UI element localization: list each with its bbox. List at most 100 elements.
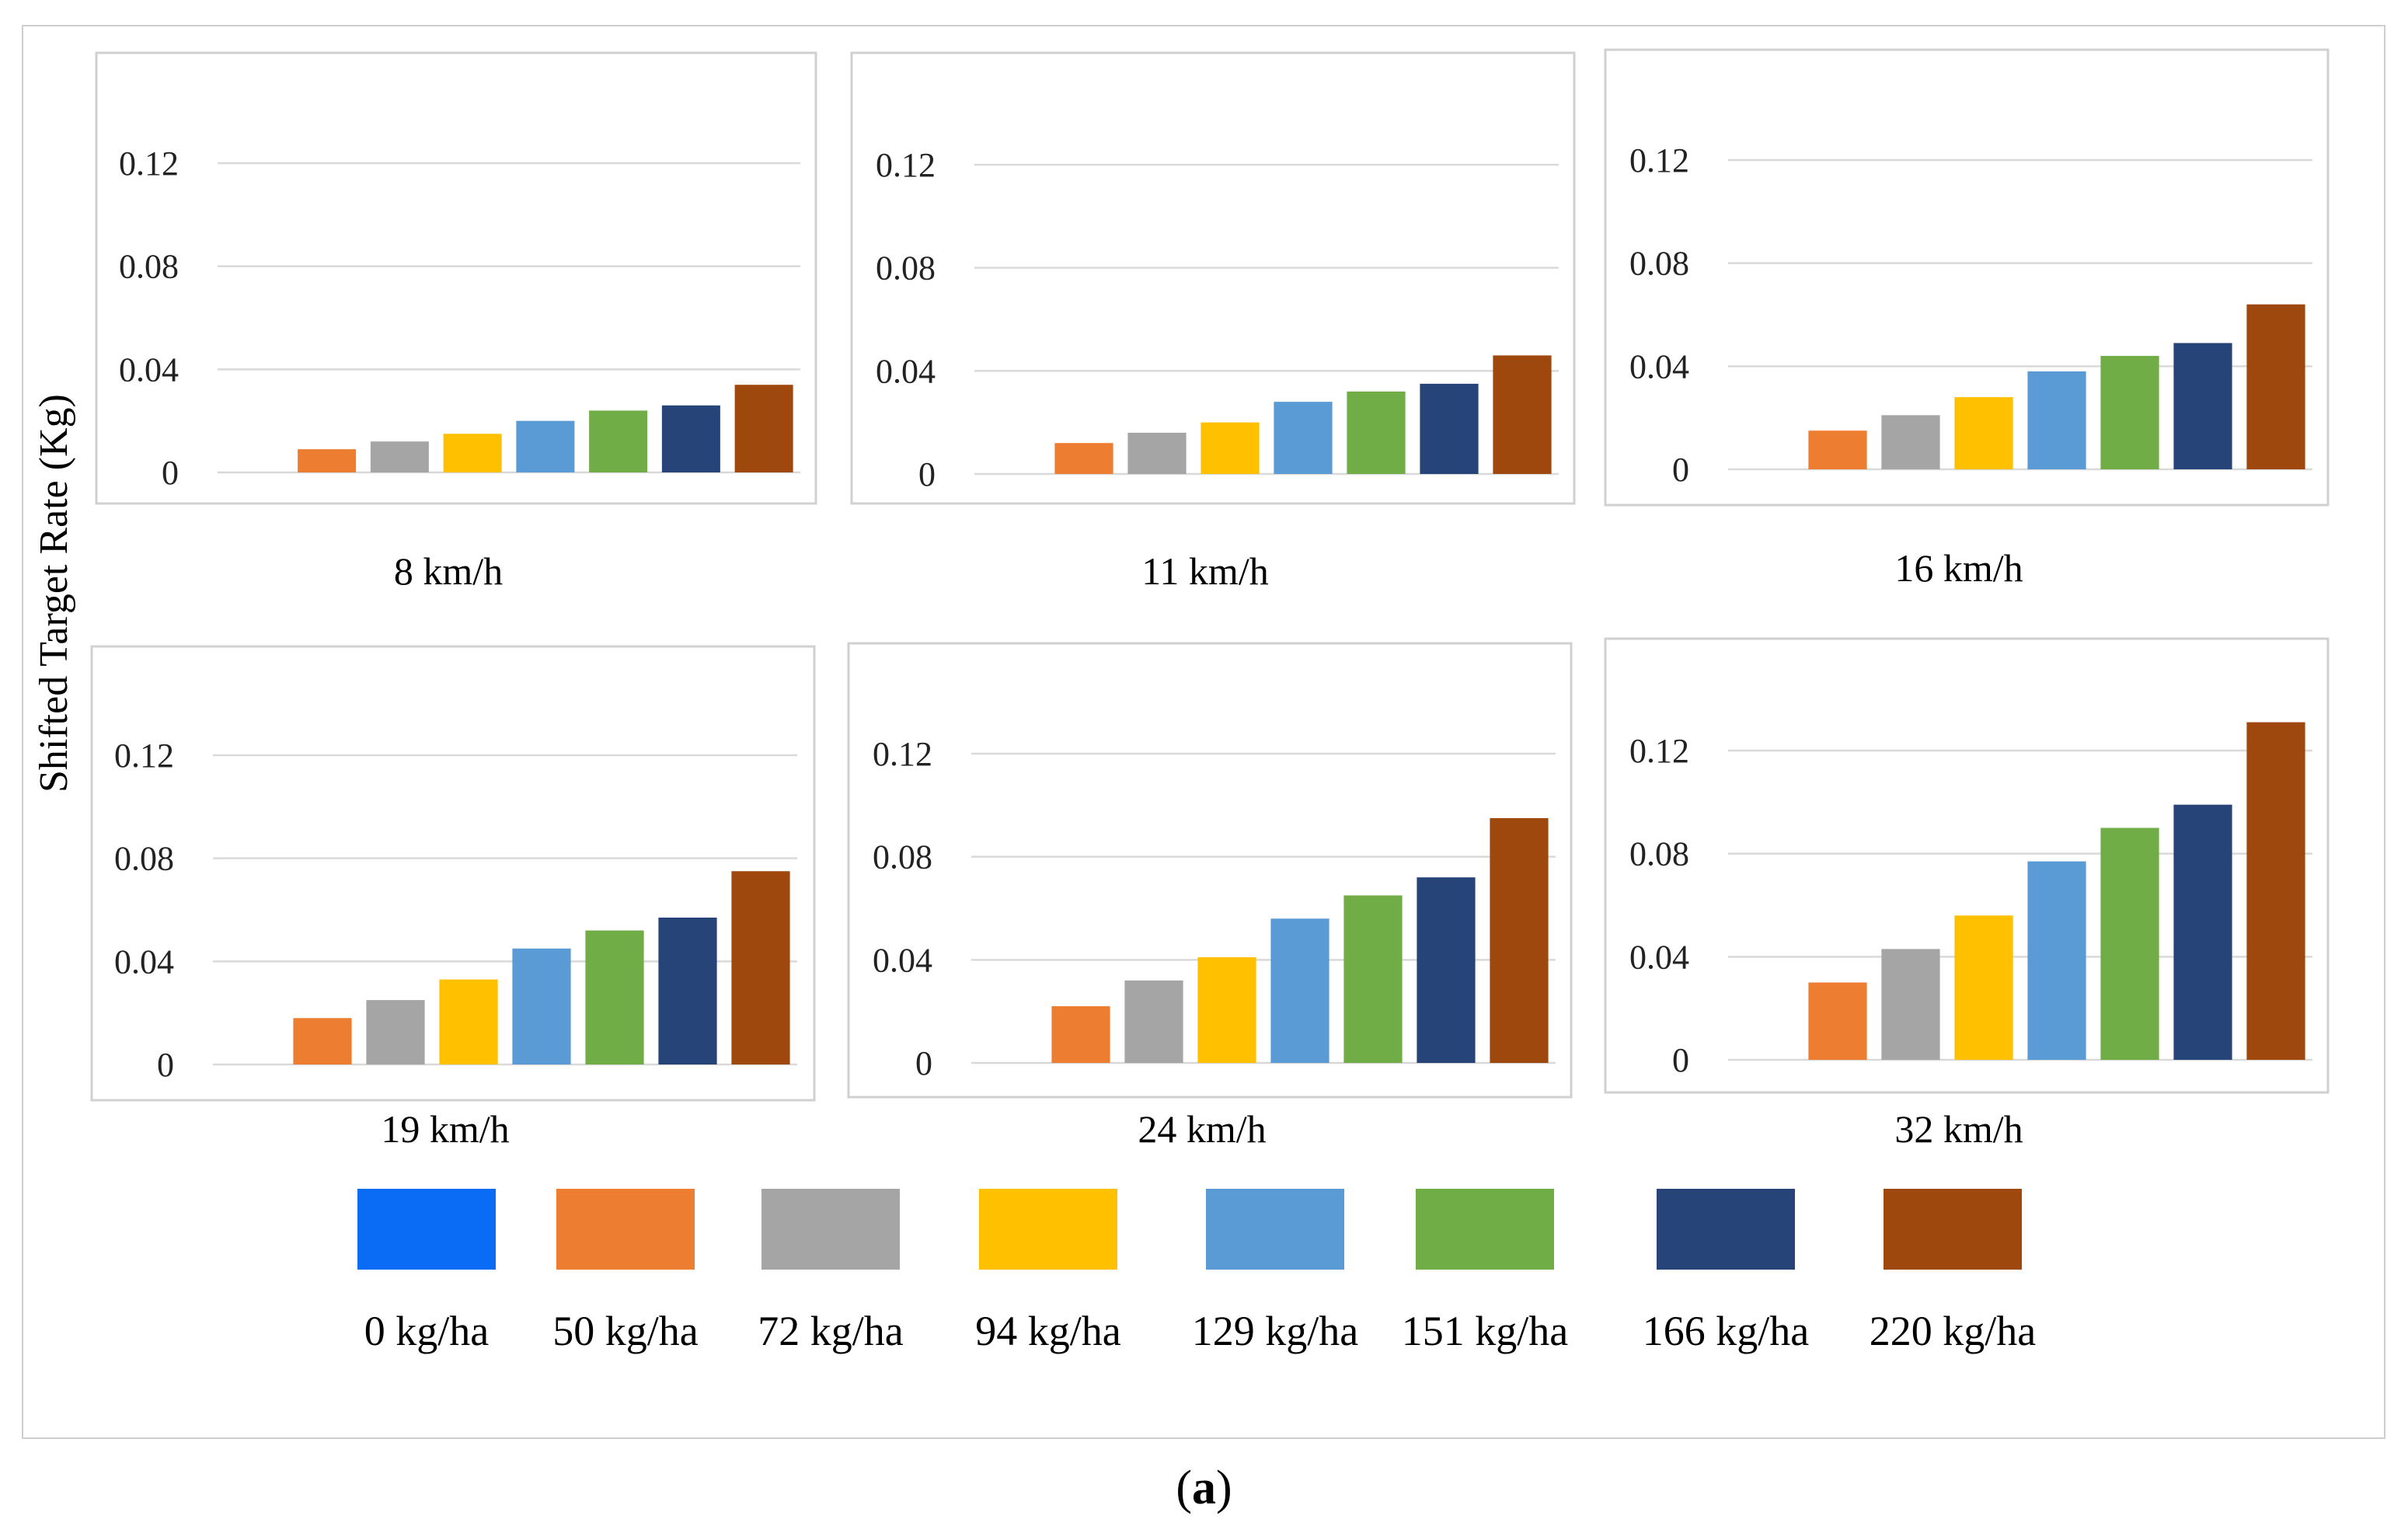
legend-item: 166 kg/ha — [1630, 1189, 1832, 1368]
legend-swatch — [1416, 1189, 1554, 1270]
legend-label: 0 kg/ha — [364, 1308, 490, 1354]
y-tick-label: 0.04 — [873, 941, 932, 979]
y-tick-label: 0.08 — [1629, 835, 1689, 873]
chart-panel-3: 0 0.04 0.08 0.12 16 km/h — [1604, 48, 2330, 590]
chart-panel-2: 0 0.04 0.08 0.12 11 km/h — [850, 51, 1576, 593]
y-tick-label: 0.12 — [1629, 141, 1689, 179]
y-tick-label: 0.12 — [1629, 732, 1689, 770]
y-tick-label: 0 — [157, 1046, 174, 1084]
legend-item: 72 kg/ha — [734, 1189, 936, 1368]
y-tick-label: 0.12 — [873, 735, 932, 773]
legend-item: 220 kg/ha — [1857, 1189, 2059, 1368]
bar-166-kg-ha — [2173, 343, 2232, 469]
legend-swatch — [1657, 1189, 1795, 1270]
bar-166-kg-ha — [1417, 877, 1476, 1063]
bar-220-kg-ha — [734, 385, 793, 472]
y-tick-label: 0.04 — [1629, 938, 1689, 976]
bar-129-kg-ha — [2027, 861, 2086, 1060]
panel-title: 24 km/h — [1138, 1107, 1266, 1151]
bar-94-kg-ha — [1197, 957, 1256, 1063]
bar-129-kg-ha — [1274, 402, 1333, 474]
bar-129-kg-ha — [516, 420, 575, 472]
y-tick-label: 0.08 — [873, 838, 932, 876]
chart-panel-1: 0 0.04 0.08 0.12 8 km/h — [95, 51, 817, 593]
bar-72-kg-ha — [1881, 415, 1940, 469]
y-tick-label: 0 — [915, 1044, 932, 1082]
y-tick-label: 0.08 — [1629, 245, 1689, 283]
legend: 0 kg/ha 50 kg/ha 72 kg/ha 94 kg/ha 129 kg/ha… — [326, 1189, 2114, 1368]
legend-swatch — [556, 1189, 695, 1270]
chart-panel-6: 0 0.04 0.08 0.12 32 km/h — [1604, 637, 2330, 1151]
bar-166-kg-ha — [1420, 383, 1479, 474]
legend-item: 0 kg/ha — [326, 1189, 528, 1368]
bar-220-kg-ha — [731, 871, 790, 1064]
legend-label: 50 kg/ha — [552, 1308, 699, 1354]
bar-72-kg-ha — [1127, 432, 1187, 474]
chart-panel-5: 0 0.04 0.08 0.12 24 km/h — [847, 642, 1573, 1151]
y-tick-label: 0.04 — [114, 942, 174, 981]
panel-title: 11 km/h — [1141, 549, 1268, 593]
bar-94-kg-ha — [1954, 397, 2013, 469]
y-tick-label: 0 — [162, 454, 179, 492]
bar-50-kg-ha — [293, 1018, 352, 1064]
figure-caption: (a) — [0, 1461, 2408, 1516]
panel-title: 16 km/h — [1894, 546, 2023, 590]
bar-129-kg-ha — [1270, 918, 1329, 1063]
chart-panel-4: 0 0.04 0.08 0.12 19 km/h — [90, 645, 816, 1151]
bar-94-kg-ha — [439, 979, 498, 1064]
y-tick-label: 0.04 — [1629, 347, 1689, 385]
bar-72-kg-ha — [1124, 980, 1183, 1063]
legend-swatch — [761, 1189, 900, 1270]
bar-166-kg-ha — [658, 917, 717, 1064]
bar-220-kg-ha — [1493, 355, 1552, 474]
panel-title: 19 km/h — [381, 1107, 509, 1151]
bar-50-kg-ha — [1054, 443, 1113, 474]
bar-94-kg-ha — [1201, 422, 1260, 474]
bar-220-kg-ha — [2246, 722, 2305, 1060]
panel-title: 32 km/h — [1894, 1107, 2023, 1151]
legend-label: 220 kg/ha — [1869, 1308, 2037, 1354]
bar-166-kg-ha — [661, 405, 720, 472]
bar-50-kg-ha — [1808, 982, 1867, 1060]
legend-label: 151 kg/ha — [1401, 1308, 1569, 1354]
bar-129-kg-ha — [512, 948, 571, 1064]
legend-item: 94 kg/ha — [943, 1189, 1145, 1368]
bar-50-kg-ha — [298, 449, 357, 472]
caption-open: ( — [1176, 1462, 1192, 1514]
bar-220-kg-ha — [2246, 304, 2305, 469]
y-tick-label: 0 — [918, 455, 936, 493]
legend-swatch — [1206, 1189, 1344, 1270]
legend-label: 129 kg/ha — [1191, 1308, 1359, 1354]
y-tick-label: 0 — [1672, 1041, 1689, 1079]
y-tick-label: 0.04 — [876, 352, 936, 390]
caption-letter: a — [1192, 1462, 1216, 1514]
bar-72-kg-ha — [370, 441, 429, 472]
legend-label: 72 kg/ha — [758, 1308, 904, 1354]
y-tick-label: 0.12 — [876, 146, 936, 184]
bar-151-kg-ha — [589, 410, 648, 472]
y-tick-label: 0.08 — [119, 248, 179, 286]
legend-swatch — [357, 1189, 496, 1270]
bar-166-kg-ha — [2173, 804, 2232, 1060]
y-tick-label: 0.12 — [119, 145, 179, 183]
bar-94-kg-ha — [443, 434, 502, 472]
bar-72-kg-ha — [1881, 949, 1940, 1060]
bar-151-kg-ha — [2100, 827, 2159, 1060]
bar-72-kg-ha — [366, 1000, 425, 1064]
caption-close: ) — [1216, 1462, 1232, 1514]
legend-item: 50 kg/ha — [525, 1189, 727, 1368]
legend-item: 151 kg/ha — [1397, 1189, 1599, 1368]
bar-129-kg-ha — [2027, 371, 2086, 469]
legend-label: 94 kg/ha — [975, 1308, 1121, 1354]
y-axis-label: Shifted Target Rate (Kg) — [32, 394, 76, 793]
bar-50-kg-ha — [1051, 1006, 1110, 1063]
legend-label: 166 kg/ha — [1642, 1308, 1810, 1354]
legend-swatch — [1884, 1189, 2022, 1270]
legend-item: 129 kg/ha — [1166, 1189, 1368, 1368]
y-tick-label: 0.08 — [876, 249, 936, 287]
panel-title: 8 km/h — [394, 549, 503, 593]
bar-151-kg-ha — [1347, 391, 1406, 474]
bar-151-kg-ha — [1343, 895, 1403, 1063]
y-tick-label: 0 — [1672, 451, 1689, 489]
